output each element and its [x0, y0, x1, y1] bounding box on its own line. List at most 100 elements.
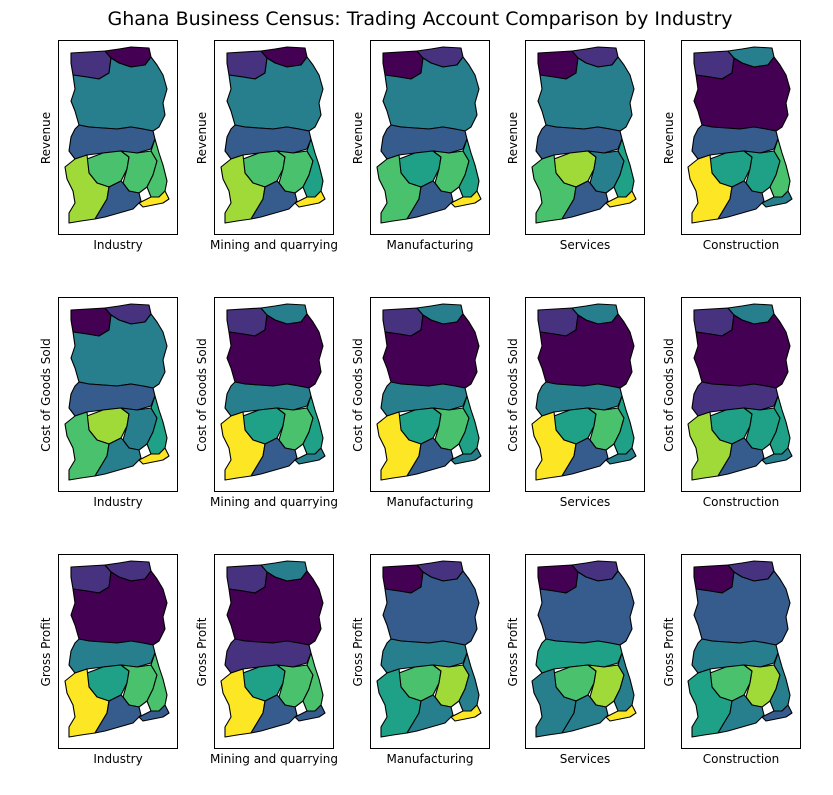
map-revenue-industry	[58, 40, 178, 235]
region-western	[64, 668, 110, 738]
region-western	[64, 411, 110, 481]
y-axis-label: Revenue	[351, 111, 365, 164]
map-revenue-construction	[681, 40, 801, 235]
region-central	[94, 437, 142, 477]
y-axis-label: Cost of Goods Sold	[506, 337, 520, 452]
region-eastern	[120, 150, 158, 194]
map-revenue-manufacturing-svg	[376, 46, 482, 224]
x-axis-label: Manufacturing	[386, 495, 474, 509]
region-western	[687, 668, 733, 738]
map-revenue-manufacturing	[370, 40, 490, 235]
map-cost-of-goods-sold-services	[525, 297, 645, 492]
map-cost-of-goods-sold-construction-svg	[687, 303, 793, 481]
region-eastern	[432, 407, 470, 451]
region-western	[220, 411, 266, 481]
region-greater-accra	[450, 190, 482, 208]
region-central	[250, 437, 298, 477]
region-central	[717, 694, 765, 734]
map-gross-profit-industry-svg	[64, 560, 170, 738]
region-brong-ahafo	[691, 124, 779, 160]
x-axis-label: Construction	[702, 752, 780, 766]
region-greater-accra	[761, 704, 793, 722]
y-axis-label: Gross Profit	[506, 617, 520, 686]
region-brong-ahafo	[691, 381, 779, 417]
map-revenue-industry-svg	[64, 46, 170, 224]
x-axis-label: Mining and quarrying	[210, 495, 338, 509]
region-western	[687, 411, 733, 481]
y-axis-label: Revenue	[506, 111, 520, 164]
region-western	[376, 154, 422, 224]
map-cost-of-goods-sold-manufacturing-svg	[376, 303, 482, 481]
region-central	[561, 437, 609, 477]
map-gross-profit-mining-and-quarrying-svg	[220, 560, 326, 738]
y-axis-label: Cost of Goods Sold	[662, 337, 676, 452]
y-axis-label: Revenue	[39, 111, 53, 164]
map-gross-profit-manufacturing-svg	[376, 560, 482, 738]
map-cost-of-goods-sold-services-svg	[531, 303, 637, 481]
map-gross-profit-mining-and-quarrying	[214, 554, 334, 749]
x-axis-label: Mining and quarrying	[210, 238, 338, 252]
map-cost-of-goods-sold-construction	[681, 297, 801, 492]
region-western	[376, 668, 422, 738]
region-greater-accra	[605, 190, 637, 208]
region-brong-ahafo	[535, 638, 623, 674]
region-eastern	[276, 150, 314, 194]
region-central	[94, 180, 142, 220]
map-gross-profit-services	[525, 554, 645, 749]
x-axis-label: Construction	[702, 495, 780, 509]
map-gross-profit-construction-svg	[687, 560, 793, 738]
region-greater-accra	[605, 447, 637, 465]
region-western	[531, 154, 577, 224]
map-cost-of-goods-sold-manufacturing	[370, 297, 490, 492]
region-eastern	[743, 407, 781, 451]
region-central	[94, 694, 142, 734]
region-western	[64, 154, 110, 224]
region-greater-accra	[138, 704, 170, 722]
region-eastern	[120, 664, 158, 708]
map-cost-of-goods-sold-industry	[58, 297, 178, 492]
region-eastern	[432, 150, 470, 194]
map-cost-of-goods-sold-industry-svg	[64, 303, 170, 481]
region-eastern	[743, 150, 781, 194]
map-revenue-services	[525, 40, 645, 235]
region-greater-accra	[294, 190, 326, 208]
y-axis-label: Gross Profit	[662, 617, 676, 686]
region-central	[561, 694, 609, 734]
region-central	[406, 694, 454, 734]
region-eastern	[432, 664, 470, 708]
map-gross-profit-manufacturing	[370, 554, 490, 749]
region-western	[531, 668, 577, 738]
y-axis-label: Cost of Goods Sold	[195, 337, 209, 452]
region-western	[376, 411, 422, 481]
y-axis-label: Gross Profit	[351, 617, 365, 686]
y-axis-label: Gross Profit	[39, 617, 53, 686]
y-axis-label: Cost of Goods Sold	[351, 337, 365, 452]
region-brong-ahafo	[224, 638, 312, 674]
region-central	[406, 437, 454, 477]
region-greater-accra	[294, 447, 326, 465]
figure-title: Ghana Business Census: Trading Account C…	[107, 8, 733, 30]
map-revenue-mining-and-quarrying-svg	[220, 46, 326, 224]
region-greater-accra	[138, 447, 170, 465]
region-brong-ahafo	[691, 638, 779, 674]
region-greater-accra	[450, 704, 482, 722]
y-axis-label: Cost of Goods Sold	[39, 337, 53, 452]
region-eastern	[587, 150, 625, 194]
region-brong-ahafo	[224, 381, 312, 417]
region-greater-accra	[761, 447, 793, 465]
x-axis-label: Industry	[93, 495, 143, 509]
x-axis-label: Services	[559, 752, 611, 766]
region-greater-accra	[761, 190, 793, 208]
region-greater-accra	[294, 704, 326, 722]
y-axis-label: Revenue	[662, 111, 676, 164]
region-central	[717, 180, 765, 220]
region-central	[406, 180, 454, 220]
x-axis-label: Services	[559, 238, 611, 252]
x-axis-label: Industry	[93, 752, 143, 766]
region-western	[531, 411, 577, 481]
region-eastern	[120, 407, 158, 451]
region-western	[220, 154, 266, 224]
region-eastern	[743, 664, 781, 708]
region-western	[687, 154, 733, 224]
region-central	[250, 180, 298, 220]
